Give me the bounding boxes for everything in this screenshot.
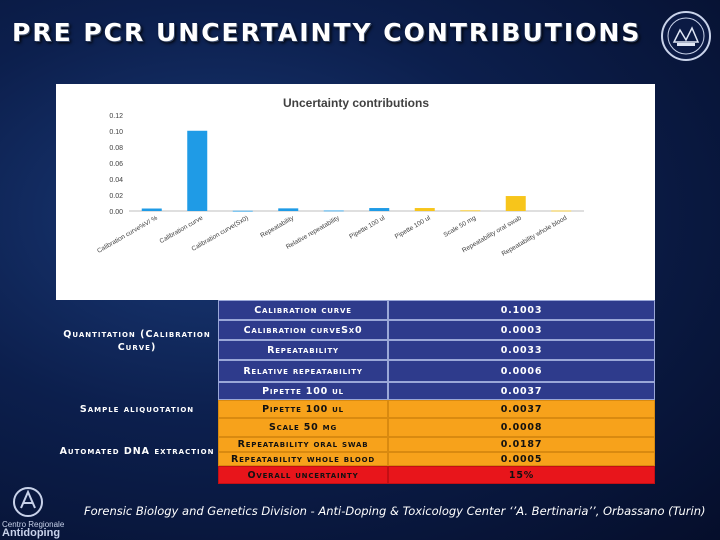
bar: [414, 208, 435, 211]
antidoping-logo-icon: [13, 487, 43, 517]
x-tick-label: Calibration curve: [159, 214, 205, 245]
x-tick-label: Scale 50 mg: [442, 214, 477, 238]
slide-title: PRE PCR UNCERTAINTY CONTRIBUTIONS: [12, 18, 642, 47]
slide-footer: Forensic Biology and Genetics Division -…: [84, 504, 706, 518]
bar: [278, 208, 299, 211]
bar: [460, 210, 481, 212]
y-tick-label: 0.00: [109, 209, 123, 216]
row-name: Repeatability whole blood: [218, 452, 388, 466]
row-value: 0.0008: [388, 418, 655, 437]
y-tick-label: 0.10: [109, 129, 123, 136]
bar: [187, 130, 208, 211]
row-name: Relative repeatability: [218, 360, 388, 382]
table-row: Pipette 100 ul 0.0037: [56, 382, 655, 400]
row-value: 0.0187: [388, 437, 655, 452]
y-tick-label: 0.12: [109, 113, 123, 120]
row-name: Repeatability: [218, 340, 388, 360]
group-automated-dna-extraction: Automated DNA extraction: [59, 446, 215, 457]
table-row-total: Overall uncertainty 15%: [56, 466, 655, 484]
y-tick-label: 0.04: [109, 177, 123, 184]
row-name: Pipette 100 ul: [218, 400, 388, 418]
chart-panel: Uncertainty contributions 0.00 0.02 0.04 0.…: [56, 84, 655, 300]
y-tick-label: 0.06: [109, 161, 123, 168]
row-name: Pipette 100 ul: [218, 382, 388, 400]
logo-line-1: Centro Regionale: [2, 520, 65, 529]
uncertainty-bar-chart: Uncertainty contributions 0.00 0.02 0.04 0.…: [96, 96, 584, 258]
x-tick-label: Pipette 100 ul: [394, 214, 432, 240]
x-tick-label: Pipette 100 ul: [348, 214, 386, 240]
row-value: 0.0006: [388, 360, 655, 382]
table-row: Relative repeatability 0.0006: [56, 360, 655, 382]
group-quantitation: Quantitation (Calibration Curve): [63, 329, 211, 353]
bar: [551, 210, 572, 212]
row-name: Calibration curveSx0: [218, 320, 388, 340]
bar: [369, 208, 390, 211]
row-value: 0.0003: [388, 320, 655, 340]
table-row: Repeatability oral swab 0.0187: [56, 437, 655, 452]
bar: [232, 210, 253, 212]
row-value: 0.0005: [388, 452, 655, 466]
bar: [141, 208, 162, 211]
table-row: Scale 50 mg 0.0008: [56, 418, 655, 437]
row-name: Overall uncertainty: [218, 466, 388, 484]
row-value: 0.0037: [388, 382, 655, 400]
table-row: Repeatability whole blood 0.0005: [56, 452, 655, 466]
table-row: Calibration curveSx0 0.0003: [56, 320, 655, 340]
group-sample-aliquotation: Sample aliquotation: [79, 404, 195, 415]
y-tick-label: 0.08: [109, 145, 123, 152]
row-value: 0.0033: [388, 340, 655, 360]
university-seal-icon: [661, 11, 711, 61]
bar: [505, 196, 526, 211]
row-value: 15%: [388, 466, 655, 484]
chart-title: Uncertainty contributions: [283, 96, 429, 110]
logo-line-2: Antidoping: [2, 527, 61, 539]
y-tick-label: 0.02: [109, 193, 123, 200]
x-tick-label: Calibration curve%V/ %: [96, 215, 159, 255]
table-row: Pipette 100 ul 0.0037: [56, 400, 655, 418]
row-value: 0.1003: [388, 300, 655, 320]
uncertainty-table: Quantitation (Calibration Curve) Sample …: [56, 300, 655, 484]
table-row: Repeatability 0.0033: [56, 340, 655, 360]
table-row: Calibration curve 0.1003: [56, 300, 655, 320]
bar: [323, 210, 344, 212]
x-tick-label: Repeatability: [259, 214, 296, 239]
row-name: Repeatability oral swab: [218, 437, 388, 452]
row-value: 0.0037: [388, 400, 655, 418]
row-name: Scale 50 mg: [218, 418, 388, 437]
row-name: Calibration curve: [218, 300, 388, 320]
